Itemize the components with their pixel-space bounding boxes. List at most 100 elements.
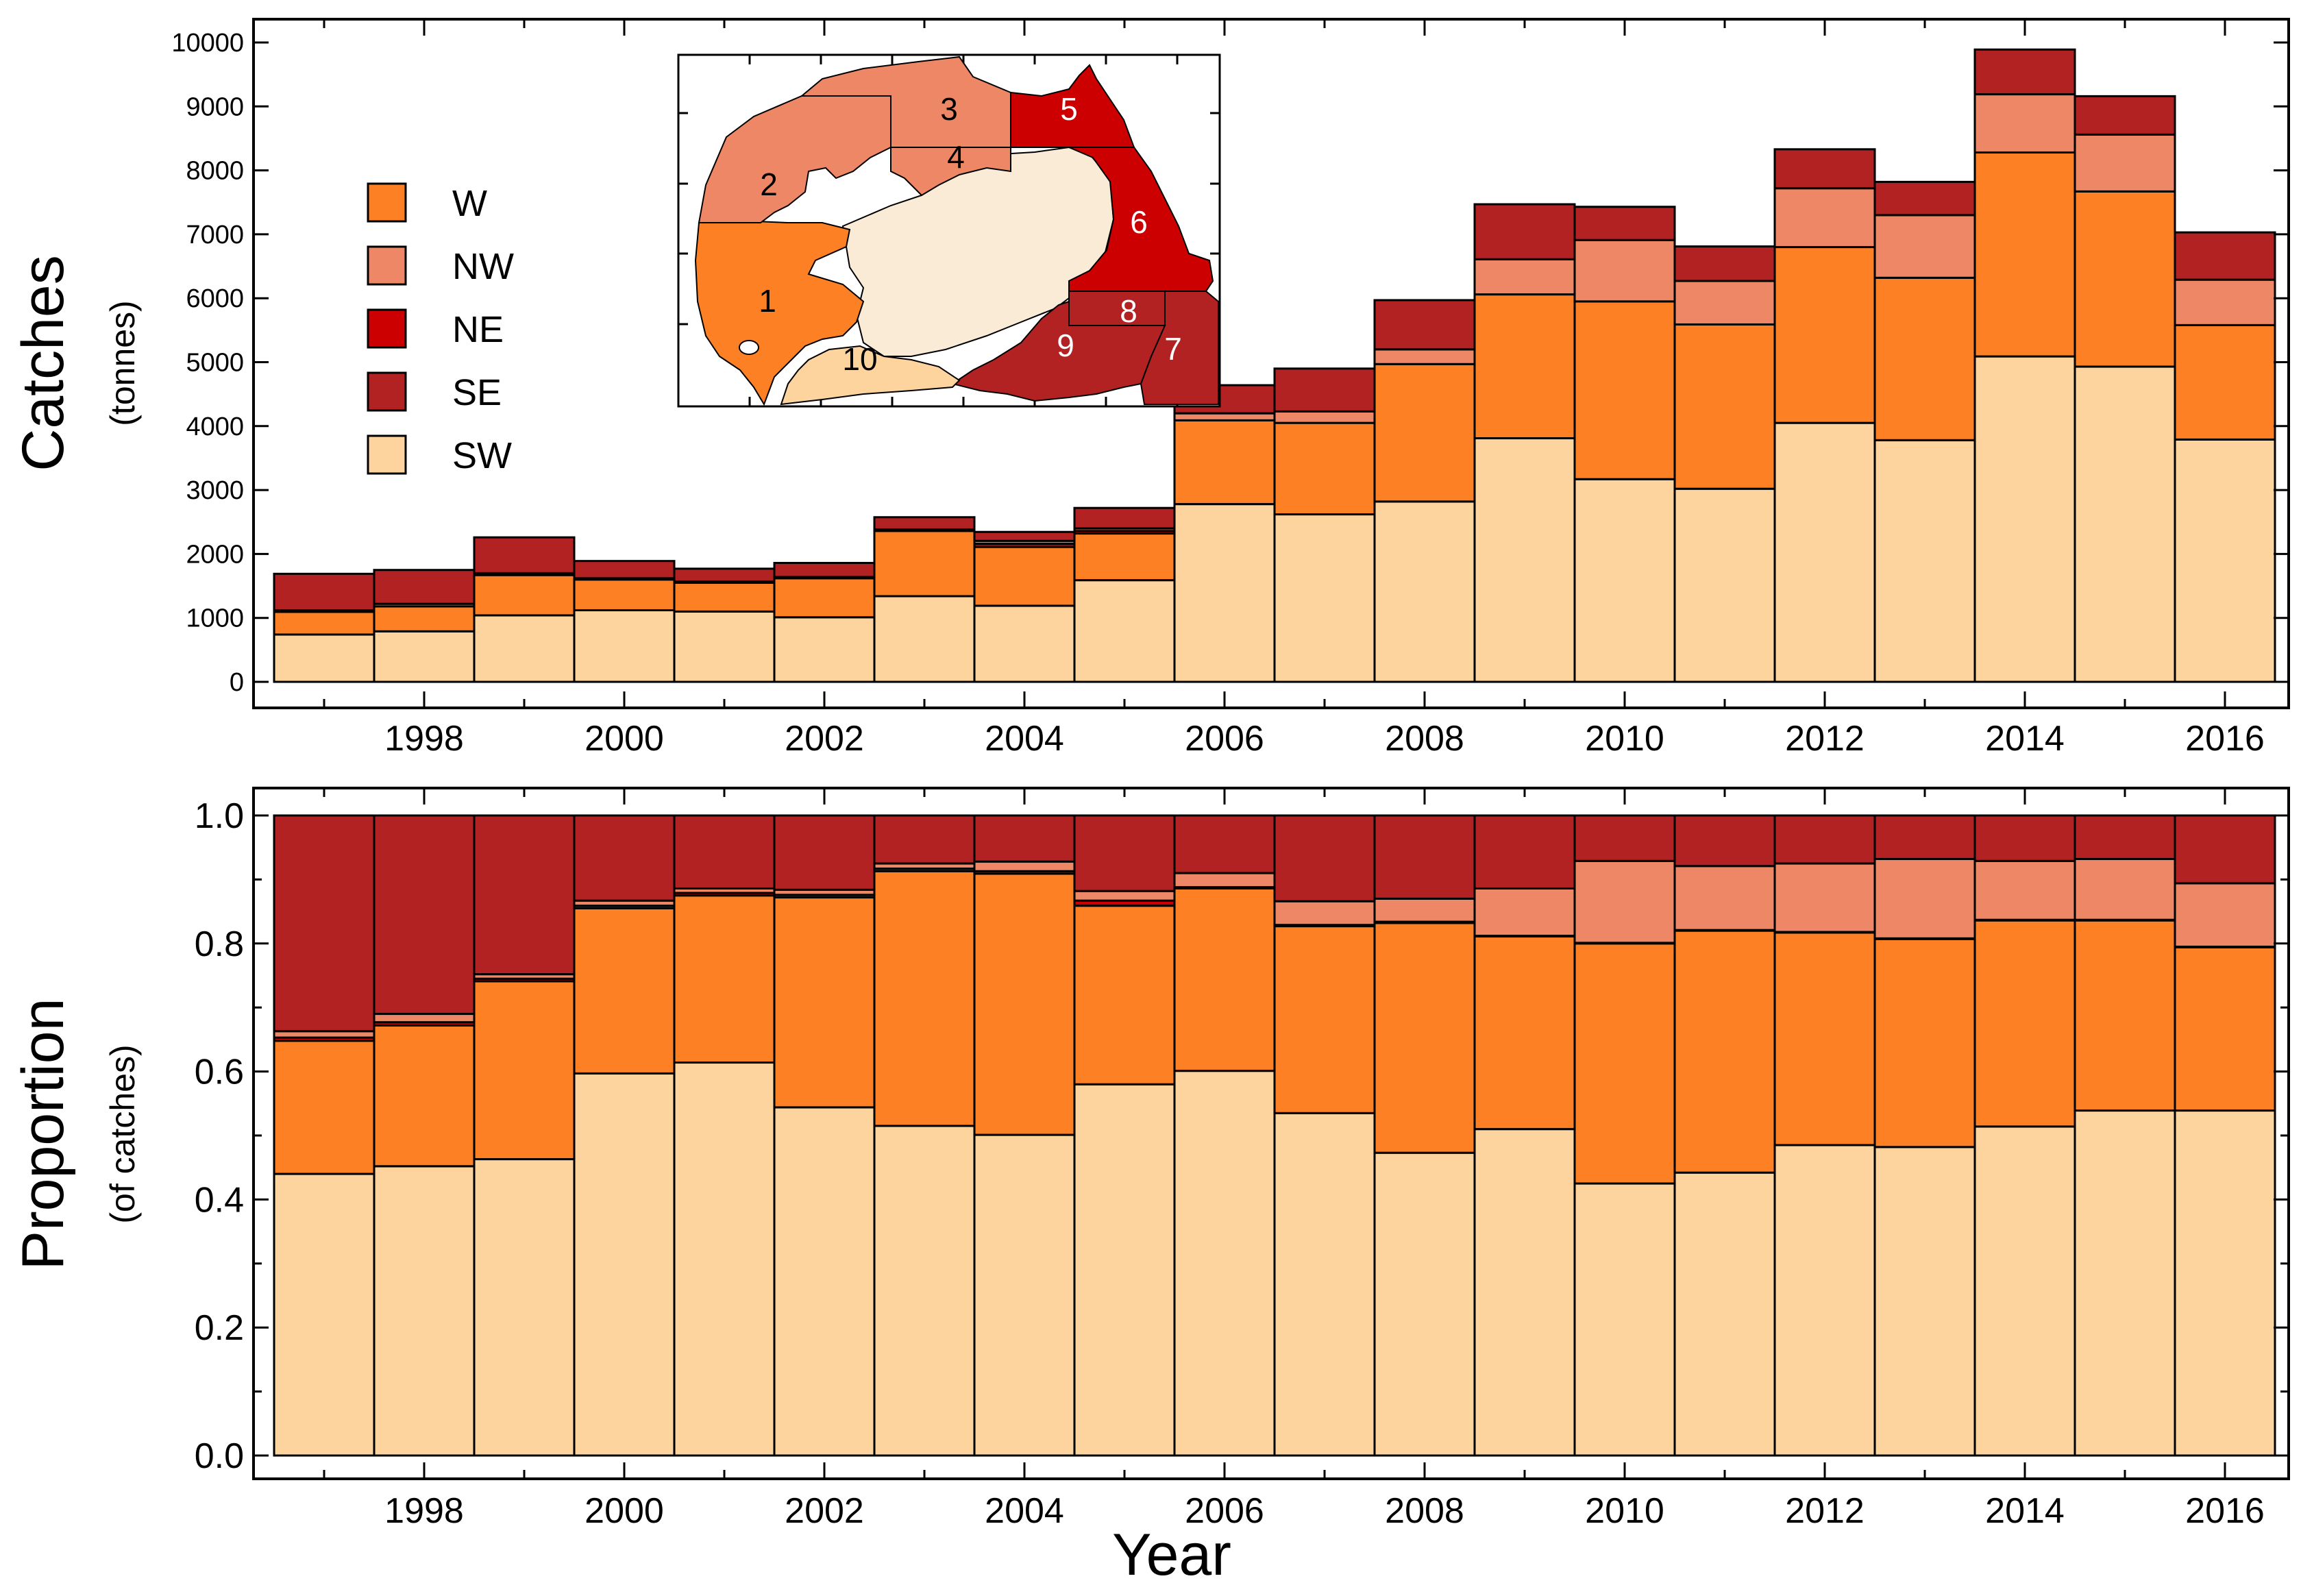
y-axis-title: Catches <box>10 255 76 471</box>
map-region-9 <box>950 300 1166 402</box>
legend-swatch-nw <box>367 245 407 286</box>
bar-sw-2014 <box>1973 1125 2076 1457</box>
bar-se-2012 <box>1773 814 1876 865</box>
y-tick-label: 1000 <box>186 604 244 633</box>
x-axis-title: Year <box>1112 1522 1231 1588</box>
bar-se-2011 <box>1673 814 1776 868</box>
x-tick-label: 2008 <box>1385 1491 1464 1531</box>
map-label-10: 10 <box>842 341 877 377</box>
bar-se-2003 <box>873 516 976 530</box>
bar-se-2005 <box>1073 506 1176 530</box>
bar-sw-2011 <box>1673 487 1776 683</box>
bar-w-2010 <box>1573 300 1676 480</box>
map-region-1 <box>694 219 865 406</box>
bar-sw-2005 <box>1073 579 1176 683</box>
bar-se-2010 <box>1573 206 1676 241</box>
bar-se-2006 <box>1173 814 1276 874</box>
bar-se-2004 <box>973 530 1076 542</box>
bar-w-2009 <box>1473 293 1576 440</box>
bar-se-2010 <box>1573 814 1676 862</box>
bar-w-2002 <box>773 896 876 1109</box>
bar-nw-2014 <box>1973 93 2076 154</box>
bar-se-2003 <box>873 814 976 865</box>
legend-swatch-ne <box>367 308 407 349</box>
bar-w-2011 <box>1673 929 1776 1174</box>
bars <box>273 814 2276 1457</box>
bar-se-2009 <box>1473 814 1576 889</box>
inset-map-ticks <box>678 55 1220 406</box>
y-tick-label: 5000 <box>186 349 244 378</box>
map-label-4: 4 <box>947 139 965 175</box>
x-tick-label: 1998 <box>384 1491 464 1531</box>
y-tick-label: 0.6 <box>195 1053 244 1092</box>
bar-w-1998 <box>373 1024 476 1168</box>
legend-label-sw: SW <box>452 435 512 476</box>
bar-se-2014 <box>1973 48 2076 96</box>
bar-w-2005 <box>1073 905 1176 1085</box>
y-tick-label: 6000 <box>186 284 244 313</box>
legend-label-ne: NE <box>452 309 504 350</box>
bar-w-1999 <box>473 574 576 617</box>
y-axis-subtitle: (tonnes) <box>103 300 142 426</box>
legend-label-nw: NW <box>452 246 514 287</box>
map-label-2: 2 <box>760 167 778 202</box>
bar-nw-2015 <box>2074 133 2176 193</box>
bar-sw-2015 <box>2074 365 2176 683</box>
bar-w-2015 <box>2074 919 2176 1112</box>
bar-se-2002 <box>773 814 876 891</box>
bar-w-2015 <box>2074 190 2176 368</box>
bar-se-2005 <box>1073 814 1176 892</box>
bar-w-1998 <box>373 605 476 633</box>
bar-w-2003 <box>873 530 976 598</box>
bar-se-2014 <box>1973 814 2076 862</box>
bar-se-2012 <box>1773 148 1876 190</box>
map-label-5: 5 <box>1060 91 1078 127</box>
bar-sw-2004 <box>973 1133 1076 1457</box>
map-label-7: 7 <box>1164 331 1182 367</box>
bar-se-2011 <box>1673 245 1776 282</box>
bar-se-2001 <box>673 567 776 583</box>
bar-w-2001 <box>673 894 776 1064</box>
x-tick-label: 2000 <box>585 1491 664 1531</box>
bar-w-2013 <box>1873 276 1976 441</box>
bar-se-2002 <box>773 561 876 578</box>
plot-frame <box>252 18 2290 709</box>
bar-sw-2008 <box>1373 500 1476 683</box>
bar-nw-2010 <box>1573 238 1676 303</box>
bar-nw-2008 <box>1373 897 1476 923</box>
bar-nw-2004 <box>973 860 1076 872</box>
map-label-1: 1 <box>759 283 776 319</box>
bar-sw-2012 <box>1773 1144 1876 1457</box>
y-axis: 0.0 0.2 0.4 0.6 0.8 1.0 <box>195 796 2289 1476</box>
x-tick-label: 2008 <box>1385 719 1464 759</box>
bar-se-1998 <box>373 569 476 605</box>
x-tick-label: 2002 <box>785 719 864 759</box>
bar-sw-2001 <box>673 610 776 683</box>
bar-se-1999 <box>473 536 576 574</box>
y-tick-label: 4000 <box>186 413 244 441</box>
x-tick-label: 2006 <box>1185 1491 1264 1531</box>
bar-w-2012 <box>1773 931 1876 1146</box>
bar-sw-2003 <box>873 1125 976 1457</box>
bar-nw-2012 <box>1773 862 1876 933</box>
y-tick-label: 2000 <box>186 540 244 569</box>
bar-nw-2009 <box>1473 887 1576 937</box>
bar-nw-2013 <box>1873 214 1976 279</box>
proportion-panel: 0.0 0.2 0.4 0.6 0.8 1.0 1998 2000 2002 2004 2006 20… <box>10 787 2290 1588</box>
x-tick-label: 2012 <box>1785 1491 1865 1531</box>
map-region-8 <box>1068 291 1166 326</box>
bar-w-2003 <box>873 870 976 1127</box>
y-axis: 0 1000 2000 3000 4000 5000 6000 7000 8000 9000 100… <box>171 29 2289 697</box>
bar-w-2007 <box>1273 421 1376 516</box>
x-tick-label: 2016 <box>2185 1491 2265 1531</box>
y-tick-label: 0.0 <box>195 1436 244 1476</box>
bar-nw-2007 <box>1273 410 1376 424</box>
x-axis: 1998 2000 2002 2004 2006 2008 2010 2012 2014 2016 <box>323 19 2265 759</box>
bar-nw-1998 <box>373 1013 476 1024</box>
y-tick-label: 9000 <box>186 93 244 121</box>
bar-sw-2002 <box>773 616 876 683</box>
bar-w-2013 <box>1873 937 1976 1149</box>
bar-w-2010 <box>1573 942 1676 1185</box>
x-tick-label: 2004 <box>985 1491 1064 1531</box>
